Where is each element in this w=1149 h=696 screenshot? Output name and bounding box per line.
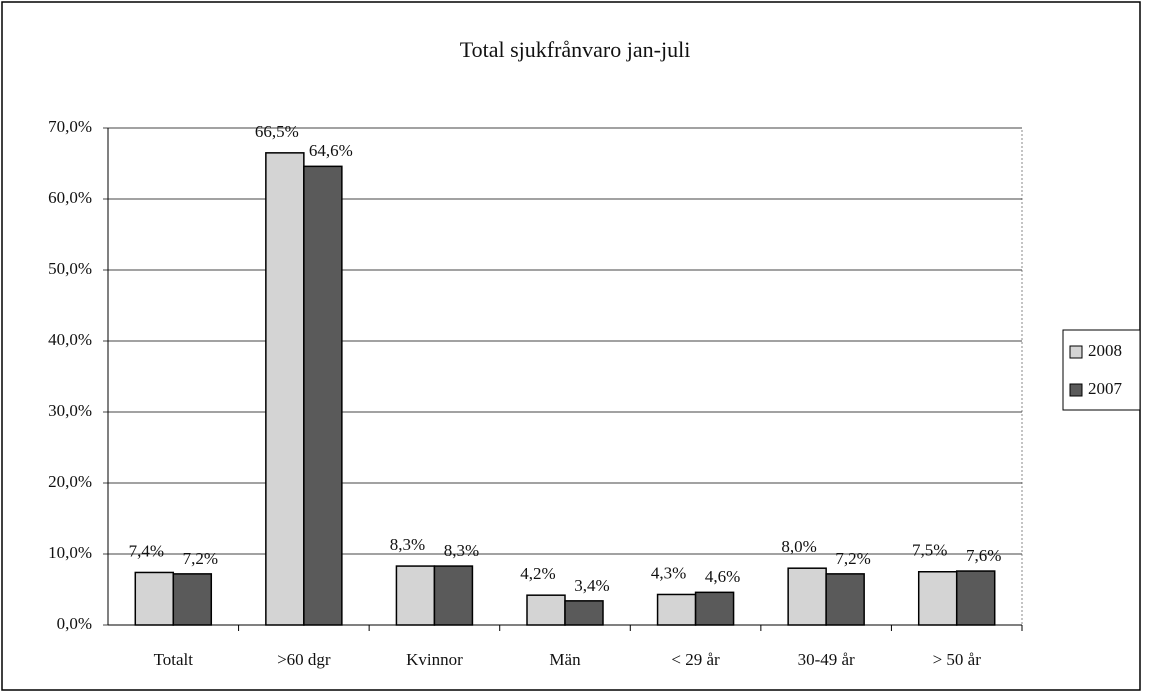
value-label: 8,0% <box>781 537 816 556</box>
x-tick-label: > 50 år <box>933 650 982 669</box>
legend-label: 2007 <box>1088 379 1123 398</box>
value-label: 4,6% <box>705 567 740 586</box>
legend-label: 2008 <box>1088 341 1122 360</box>
value-label: 64,6% <box>309 141 353 160</box>
x-tick-label: < 29 år <box>671 650 720 669</box>
x-tick-label: Totalt <box>154 650 194 669</box>
value-label: 4,3% <box>651 563 686 582</box>
bar <box>395 565 436 626</box>
x-tick-label: 30-49 år <box>798 650 855 669</box>
bar <box>526 594 566 626</box>
chart-title: Total sjukfrånvaro jan-juli <box>460 37 691 62</box>
value-label: 7,2% <box>183 549 218 568</box>
y-tick-label: 60,0% <box>48 188 92 207</box>
value-label: 7,2% <box>835 549 870 568</box>
bar <box>172 573 213 626</box>
legend-swatch <box>1069 345 1083 359</box>
x-tick-label: >60 dgr <box>277 650 331 669</box>
legend-swatch <box>1069 383 1083 397</box>
bar <box>265 152 305 626</box>
y-tick-label: 40,0% <box>48 330 92 349</box>
bar <box>433 565 474 626</box>
y-tick-label: 30,0% <box>48 401 92 420</box>
bar <box>917 571 958 626</box>
value-label: 7,6% <box>966 546 1001 565</box>
value-label: 66,5% <box>255 122 299 141</box>
value-label: 4,2% <box>520 564 555 583</box>
value-label: 8,3% <box>444 541 479 560</box>
x-tick-label: Kvinnor <box>406 650 463 669</box>
y-tick-label: 20,0% <box>48 472 92 491</box>
bar <box>955 570 996 626</box>
value-label: 7,4% <box>129 541 164 560</box>
bar <box>656 593 697 626</box>
legend-box <box>1062 329 1141 411</box>
value-label: 3,4% <box>574 576 609 595</box>
bar <box>134 571 175 626</box>
x-tick-label: Män <box>549 650 581 669</box>
bar <box>694 591 735 626</box>
y-tick-label: 70,0% <box>48 117 92 136</box>
bar <box>303 165 343 626</box>
y-tick-label: 0,0% <box>57 614 92 633</box>
bar <box>787 567 827 626</box>
bar <box>825 573 865 626</box>
value-label: 8,3% <box>390 535 425 554</box>
y-tick-label: 10,0% <box>48 543 92 562</box>
y-tick-label: 50,0% <box>48 259 92 278</box>
value-label: 7,5% <box>912 541 947 560</box>
bar <box>564 600 604 626</box>
